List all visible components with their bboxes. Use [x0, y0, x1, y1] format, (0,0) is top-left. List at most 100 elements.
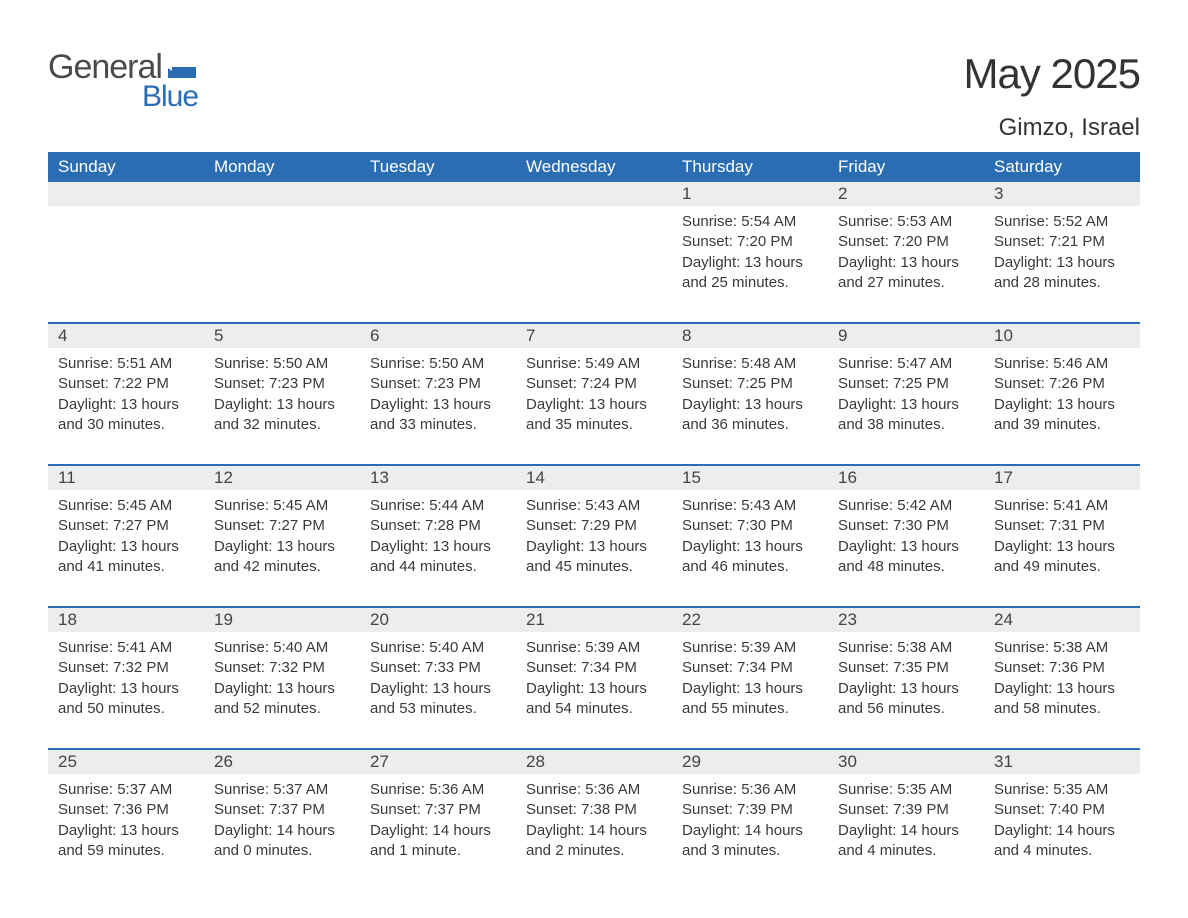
daylight-text: Daylight: 13 hours and 25 minutes. [682, 253, 818, 294]
date-number: 21 [516, 608, 672, 632]
daylight-text: Daylight: 13 hours and 42 minutes. [214, 537, 350, 578]
day-header: Monday [204, 152, 360, 182]
daylight-text: Daylight: 13 hours and 44 minutes. [370, 537, 506, 578]
day-cell: Sunrise: 5:40 AMSunset: 7:32 PMDaylight:… [204, 632, 360, 730]
sunset-text: Sunset: 7:21 PM [994, 232, 1130, 252]
daylight-text: Daylight: 13 hours and 49 minutes. [994, 537, 1130, 578]
daylight-text: Daylight: 13 hours and 30 minutes. [58, 395, 194, 436]
daylight-text: Daylight: 13 hours and 38 minutes. [838, 395, 974, 436]
calendar: Sunday Monday Tuesday Wednesday Thursday… [48, 152, 1140, 872]
sunset-text: Sunset: 7:38 PM [526, 800, 662, 820]
week-block: 25262728293031Sunrise: 5:37 AMSunset: 7:… [48, 748, 1140, 872]
date-number: 23 [828, 608, 984, 632]
date-number [516, 182, 672, 206]
sunset-text: Sunset: 7:39 PM [682, 800, 818, 820]
sunrise-text: Sunrise: 5:39 AM [526, 638, 662, 658]
sunrise-text: Sunrise: 5:43 AM [682, 496, 818, 516]
day-header: Friday [828, 152, 984, 182]
sunrise-text: Sunrise: 5:41 AM [994, 496, 1130, 516]
daylight-text: Daylight: 13 hours and 59 minutes. [58, 821, 194, 862]
date-number: 29 [672, 750, 828, 774]
date-number: 28 [516, 750, 672, 774]
date-number: 19 [204, 608, 360, 632]
daylight-text: Daylight: 13 hours and 32 minutes. [214, 395, 350, 436]
brand-name: General [48, 50, 162, 84]
date-number: 10 [984, 324, 1140, 348]
sunset-text: Sunset: 7:35 PM [838, 658, 974, 678]
sunrise-text: Sunrise: 5:45 AM [214, 496, 350, 516]
day-cell: Sunrise: 5:37 AMSunset: 7:36 PMDaylight:… [48, 774, 204, 872]
date-number-row: 25262728293031 [48, 748, 1140, 774]
day-cell: Sunrise: 5:36 AMSunset: 7:38 PMDaylight:… [516, 774, 672, 872]
sunrise-text: Sunrise: 5:37 AM [214, 780, 350, 800]
day-cell: Sunrise: 5:41 AMSunset: 7:31 PMDaylight:… [984, 490, 1140, 588]
date-number: 8 [672, 324, 828, 348]
sunset-text: Sunset: 7:30 PM [682, 516, 818, 536]
date-number: 14 [516, 466, 672, 490]
day-cell: Sunrise: 5:35 AMSunset: 7:40 PMDaylight:… [984, 774, 1140, 872]
day-cell: Sunrise: 5:43 AMSunset: 7:29 PMDaylight:… [516, 490, 672, 588]
day-cell: Sunrise: 5:46 AMSunset: 7:26 PMDaylight:… [984, 348, 1140, 446]
sunset-text: Sunset: 7:31 PM [994, 516, 1130, 536]
daylight-text: Daylight: 13 hours and 33 minutes. [370, 395, 506, 436]
week-block: 45678910Sunrise: 5:51 AMSunset: 7:22 PMD… [48, 322, 1140, 446]
header-row: General Blue May 2025 Gimzo, Israel [48, 50, 1140, 142]
date-number [48, 182, 204, 206]
day-cell: Sunrise: 5:36 AMSunset: 7:39 PMDaylight:… [672, 774, 828, 872]
date-number [204, 182, 360, 206]
header-right: May 2025 Gimzo, Israel [964, 50, 1140, 142]
sunrise-text: Sunrise: 5:35 AM [994, 780, 1130, 800]
week-row: Sunrise: 5:41 AMSunset: 7:32 PMDaylight:… [48, 632, 1140, 730]
daylight-text: Daylight: 13 hours and 53 minutes. [370, 679, 506, 720]
sunrise-text: Sunrise: 5:36 AM [682, 780, 818, 800]
weeks-container: 123Sunrise: 5:54 AMSunset: 7:20 PMDaylig… [48, 182, 1140, 872]
date-number: 15 [672, 466, 828, 490]
date-number-row: 11121314151617 [48, 464, 1140, 490]
day-cell: Sunrise: 5:50 AMSunset: 7:23 PMDaylight:… [204, 348, 360, 446]
sunset-text: Sunset: 7:37 PM [370, 800, 506, 820]
date-number: 5 [204, 324, 360, 348]
sunrise-text: Sunrise: 5:42 AM [838, 496, 974, 516]
daylight-text: Daylight: 13 hours and 45 minutes. [526, 537, 662, 578]
week-block: 123Sunrise: 5:54 AMSunset: 7:20 PMDaylig… [48, 182, 1140, 304]
week-block: 18192021222324Sunrise: 5:41 AMSunset: 7:… [48, 606, 1140, 730]
date-number: 18 [48, 608, 204, 632]
date-number: 12 [204, 466, 360, 490]
daylight-text: Daylight: 14 hours and 4 minutes. [994, 821, 1130, 862]
empty-cell [516, 206, 672, 304]
week-row: Sunrise: 5:54 AMSunset: 7:20 PMDaylight:… [48, 206, 1140, 304]
daylight-text: Daylight: 13 hours and 48 minutes. [838, 537, 974, 578]
daylight-text: Daylight: 14 hours and 0 minutes. [214, 821, 350, 862]
sunrise-text: Sunrise: 5:50 AM [370, 354, 506, 374]
empty-cell [360, 206, 516, 304]
day-cell: Sunrise: 5:38 AMSunset: 7:35 PMDaylight:… [828, 632, 984, 730]
daylight-text: Daylight: 13 hours and 28 minutes. [994, 253, 1130, 294]
sunrise-text: Sunrise: 5:52 AM [994, 212, 1130, 232]
sunrise-text: Sunrise: 5:40 AM [214, 638, 350, 658]
daylight-text: Daylight: 14 hours and 2 minutes. [526, 821, 662, 862]
flag-icon [168, 56, 196, 78]
sunset-text: Sunset: 7:24 PM [526, 374, 662, 394]
date-number: 22 [672, 608, 828, 632]
sunrise-text: Sunrise: 5:53 AM [838, 212, 974, 232]
day-cell: Sunrise: 5:36 AMSunset: 7:37 PMDaylight:… [360, 774, 516, 872]
day-cell: Sunrise: 5:48 AMSunset: 7:25 PMDaylight:… [672, 348, 828, 446]
sunrise-text: Sunrise: 5:40 AM [370, 638, 506, 658]
sunrise-text: Sunrise: 5:37 AM [58, 780, 194, 800]
sunrise-text: Sunrise: 5:45 AM [58, 496, 194, 516]
sunrise-text: Sunrise: 5:50 AM [214, 354, 350, 374]
day-cell: Sunrise: 5:54 AMSunset: 7:20 PMDaylight:… [672, 206, 828, 304]
sunset-text: Sunset: 7:32 PM [214, 658, 350, 678]
sunrise-text: Sunrise: 5:48 AM [682, 354, 818, 374]
sunset-text: Sunset: 7:20 PM [682, 232, 818, 252]
sunset-text: Sunset: 7:34 PM [526, 658, 662, 678]
sunset-text: Sunset: 7:39 PM [838, 800, 974, 820]
day-cell: Sunrise: 5:39 AMSunset: 7:34 PMDaylight:… [516, 632, 672, 730]
sunrise-text: Sunrise: 5:44 AM [370, 496, 506, 516]
date-number: 2 [828, 182, 984, 206]
sunset-text: Sunset: 7:36 PM [58, 800, 194, 820]
date-number [360, 182, 516, 206]
date-number: 6 [360, 324, 516, 348]
sunset-text: Sunset: 7:22 PM [58, 374, 194, 394]
date-number: 20 [360, 608, 516, 632]
